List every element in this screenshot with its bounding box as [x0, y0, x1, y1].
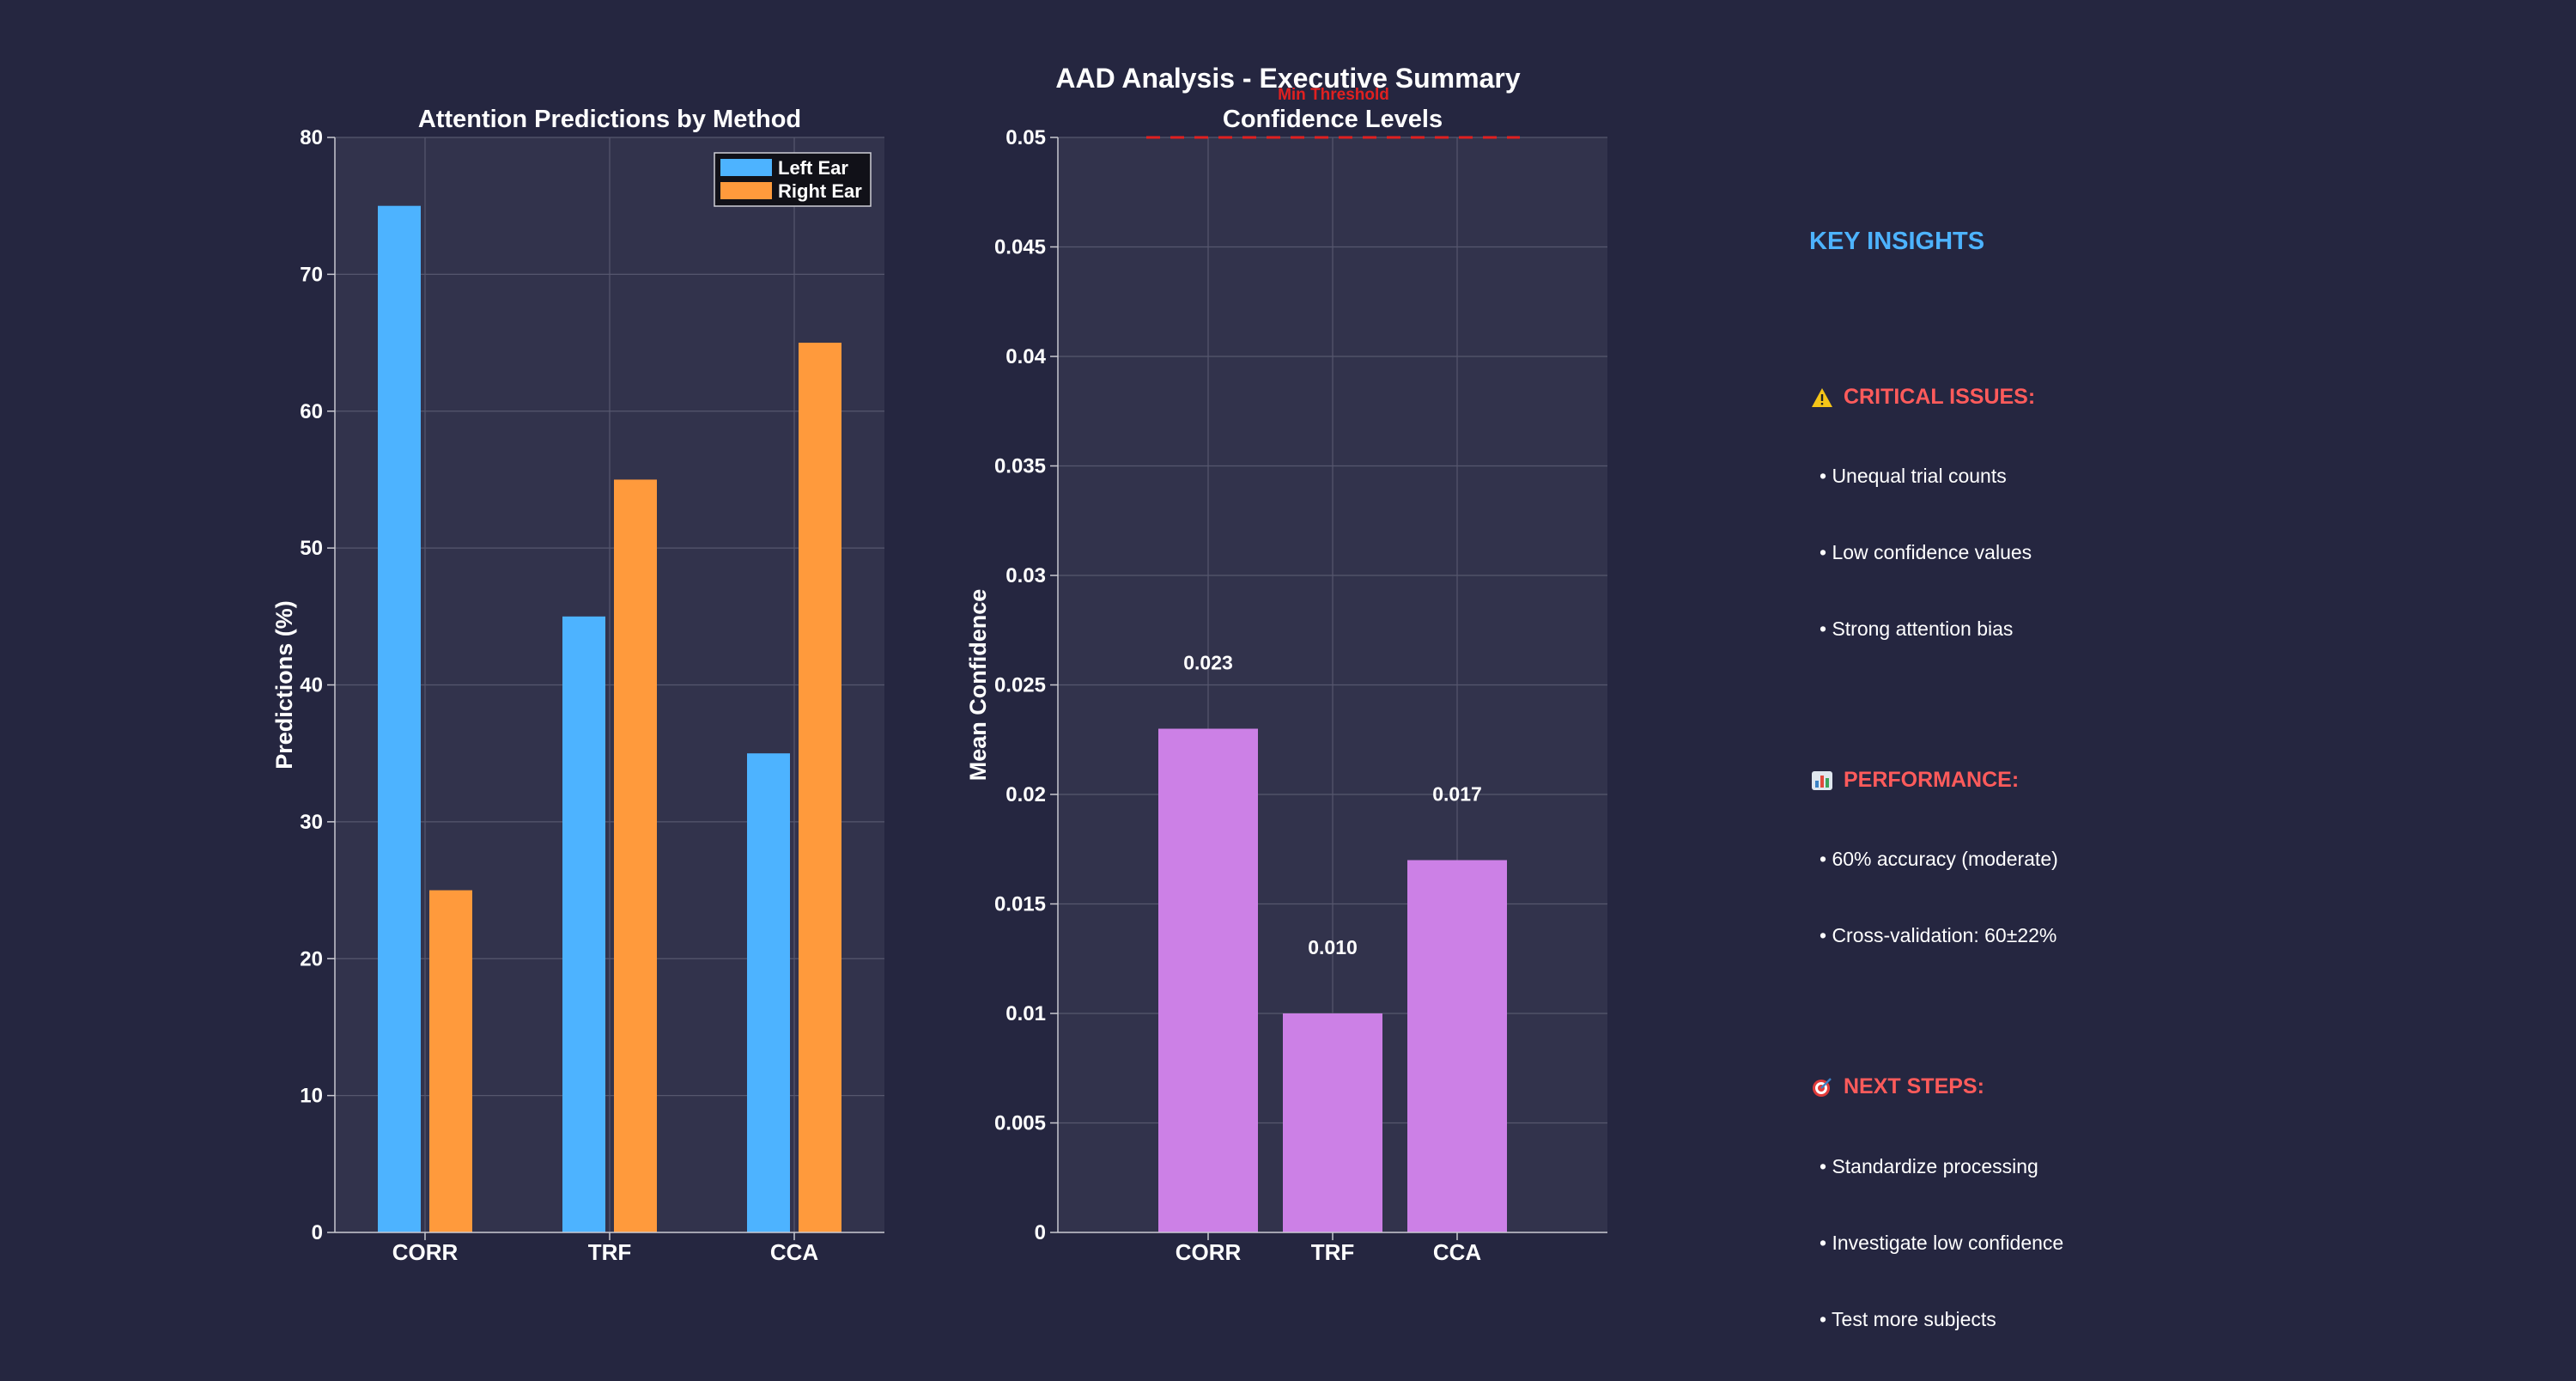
x-tick-label: CCA — [1433, 1239, 1482, 1265]
x-tick-labels: CORR TRF CCA — [392, 1239, 819, 1265]
y-tick-label: 0.01 — [1005, 1002, 1046, 1025]
y-tick-label: 0 — [1035, 1221, 1046, 1244]
warning-icon — [1811, 387, 1833, 408]
bar-right-ear — [799, 343, 841, 1232]
bars — [1158, 728, 1507, 1232]
y-tick-label: 10 — [300, 1085, 323, 1108]
chart-title: Attention Predictions by Method — [418, 106, 801, 133]
y-tick-label: 0 — [312, 1221, 323, 1244]
list-item: • Strong attention bias — [1820, 617, 2014, 640]
y-tick-label: 80 — [300, 126, 323, 149]
y-tick-label: 50 — [300, 537, 323, 560]
bars — [378, 205, 841, 1232]
section-title: CRITICAL ISSUES: — [1844, 385, 2036, 409]
y-tick-label: 40 — [300, 674, 323, 697]
data-label: 0.017 — [1432, 783, 1482, 806]
x-tick-label: TRF — [588, 1239, 632, 1265]
list-item: • 60% accuracy (moderate) — [1820, 848, 2058, 870]
list-item: • Low confidence values — [1820, 541, 2032, 563]
y-tick-label: 60 — [300, 400, 323, 423]
data-label: 0.010 — [1308, 936, 1358, 958]
y-tick-label: 0.045 — [994, 236, 1046, 259]
section-next-steps: NEXT STEPS: — [1811, 1074, 1984, 1099]
y-tick-label: 70 — [300, 263, 323, 286]
y-tick-label: 0.035 — [994, 455, 1046, 478]
bar-right-ear — [614, 479, 657, 1232]
y-tick-label: 0.015 — [994, 893, 1046, 916]
x-tick-label: CORR — [392, 1239, 459, 1265]
bar-left-ear — [562, 616, 605, 1232]
chart-attention-predictions: 0 10 20 30 40 50 60 70 80 CORR TRF CCA Attention P… — [271, 106, 884, 1265]
y-axis-label: Mean Confidence — [965, 589, 991, 782]
bar-right-ear — [429, 890, 472, 1232]
gridlines — [335, 137, 884, 1233]
y-tick-label: 0.04 — [1005, 345, 1046, 368]
section-title: NEXT STEPS: — [1844, 1074, 1984, 1098]
threshold-label: Min Threshold — [1278, 86, 1389, 104]
data-labels: 0.023 0.010 0.017 — [1183, 652, 1482, 959]
list-item: • Cross-validation: 60±22% — [1820, 924, 2057, 946]
y-tick-labels: 0 10 20 30 40 50 60 70 80 — [300, 126, 323, 1244]
y-tick-labels: 0 0.005 0.01 0.015 0.02 0.025 0.03 0.035 0.04 0.0… — [994, 126, 1047, 1244]
y-tick-label: 0.005 — [994, 1112, 1046, 1135]
y-tick-label: 0.025 — [994, 674, 1046, 697]
x-tick-labels: CORR TRF CCA — [1176, 1239, 1482, 1265]
axes — [327, 137, 884, 1240]
axes — [1050, 137, 1607, 1240]
chart-title: Confidence Levels — [1223, 106, 1443, 133]
bar-left-ear — [747, 753, 790, 1232]
legend-label: Right Ear — [778, 180, 862, 202]
data-label: 0.023 — [1183, 652, 1233, 674]
target-icon — [1811, 1077, 1833, 1098]
section-critical-issues: CRITICAL ISSUES: — [1811, 385, 2035, 410]
figure-title: AAD Analysis - Executive Summary — [1055, 63, 1520, 94]
y-tick-label: 0.03 — [1005, 564, 1046, 587]
bar-chart-icon — [1811, 770, 1833, 791]
legend-label: Left Ear — [778, 157, 848, 179]
bar-confidence — [1407, 860, 1507, 1232]
section-performance: PERFORMANCE: — [1811, 768, 2019, 793]
bar-left-ear — [378, 205, 421, 1232]
list-item: • Investigate low confidence — [1820, 1232, 2064, 1254]
list-item: • Standardize processing — [1820, 1155, 2038, 1177]
y-tick-label: 0.02 — [1005, 783, 1046, 806]
y-tick-label: 0.05 — [1005, 126, 1046, 149]
list-item: • Test more subjects — [1820, 1308, 1996, 1330]
insights-heading: KEY INSIGHTS — [1809, 228, 1985, 255]
chart-confidence-levels: 0.023 0.010 0.017 0 0.005 0.01 0.015 0.02 0.025… — [965, 86, 1607, 1265]
legend-swatch — [720, 159, 772, 176]
section-title: PERFORMANCE: — [1844, 768, 2020, 792]
list-item: • Unequal trial counts — [1820, 465, 2007, 487]
legend-swatch — [720, 182, 772, 199]
x-tick-label: CCA — [770, 1239, 819, 1265]
x-tick-label: CORR — [1176, 1239, 1242, 1265]
y-axis-label: Predictions (%) — [271, 600, 297, 770]
y-tick-label: 30 — [300, 811, 323, 834]
y-tick-label: 20 — [300, 947, 323, 970]
bar-confidence — [1158, 728, 1258, 1232]
bar-confidence — [1283, 1013, 1382, 1232]
x-tick-label: TRF — [1311, 1239, 1355, 1265]
